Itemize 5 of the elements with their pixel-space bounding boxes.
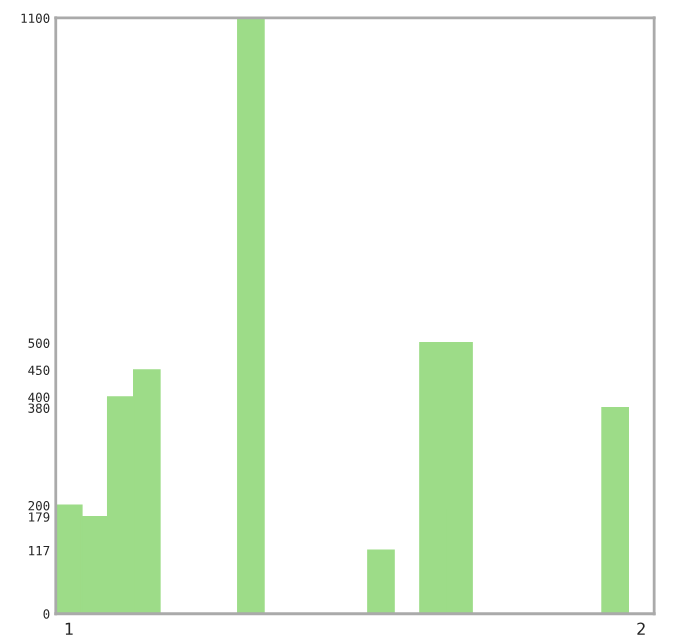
- x-tick-label: 1: [65, 622, 73, 635]
- bar: [601, 407, 629, 614]
- bar: [367, 549, 395, 614]
- bar: [237, 17, 265, 614]
- x-tick-label: 2: [637, 622, 645, 635]
